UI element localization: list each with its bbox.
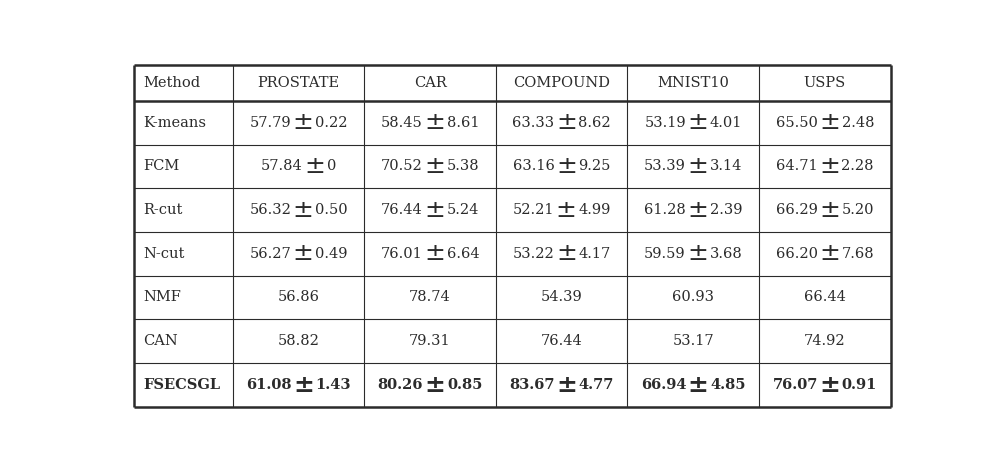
Text: 2.39: 2.39 <box>710 203 742 217</box>
Text: 61.28: 61.28 <box>644 203 686 217</box>
Text: 66.20: 66.20 <box>776 247 818 261</box>
Text: Method: Method <box>144 76 201 90</box>
Text: K-means: K-means <box>144 116 207 130</box>
Text: PROSTATE: PROSTATE <box>257 76 340 90</box>
Text: 4.77: 4.77 <box>579 378 614 392</box>
Text: ±: ± <box>819 111 840 134</box>
Text: 60.93: 60.93 <box>672 290 714 304</box>
Text: FSECSGL: FSECSGL <box>144 378 221 392</box>
Text: 0: 0 <box>327 159 336 173</box>
Text: 8.62: 8.62 <box>578 116 611 130</box>
Text: 4.99: 4.99 <box>578 203 611 217</box>
Text: 54.39: 54.39 <box>541 290 583 304</box>
Text: 56.86: 56.86 <box>277 290 319 304</box>
Text: 76.44: 76.44 <box>381 203 423 217</box>
Text: 5.24: 5.24 <box>447 203 479 217</box>
Text: ±: ± <box>293 373 314 397</box>
Text: 0.50: 0.50 <box>315 203 348 217</box>
Text: ±: ± <box>819 242 840 265</box>
Text: COMPOUND: COMPOUND <box>513 76 610 90</box>
Text: 53.22: 53.22 <box>513 247 554 261</box>
Text: N-cut: N-cut <box>144 247 185 261</box>
Text: ±: ± <box>304 155 325 178</box>
Text: 83.67: 83.67 <box>509 378 555 392</box>
Text: 2.28: 2.28 <box>841 159 874 173</box>
Text: FCM: FCM <box>144 159 180 173</box>
Text: ±: ± <box>556 155 577 178</box>
Text: USPS: USPS <box>804 76 846 90</box>
Text: 2.48: 2.48 <box>842 116 874 130</box>
Text: 63.16: 63.16 <box>513 159 554 173</box>
Text: 61.08: 61.08 <box>246 378 292 392</box>
Text: 56.32: 56.32 <box>249 203 291 217</box>
Text: 4.17: 4.17 <box>578 247 611 261</box>
Text: 0.91: 0.91 <box>842 378 877 392</box>
Text: 53.19: 53.19 <box>644 116 686 130</box>
Text: 63.33: 63.33 <box>512 116 554 130</box>
Text: CAN: CAN <box>144 334 178 348</box>
Text: 64.71: 64.71 <box>776 159 818 173</box>
Text: 66.44: 66.44 <box>804 290 846 304</box>
Text: CAR: CAR <box>414 76 446 90</box>
Text: 6.64: 6.64 <box>447 247 479 261</box>
Text: 80.26: 80.26 <box>378 378 423 392</box>
Text: ±: ± <box>556 198 577 222</box>
Text: 79.31: 79.31 <box>409 334 451 348</box>
Text: ±: ± <box>688 155 708 178</box>
Text: R-cut: R-cut <box>144 203 183 217</box>
Text: 57.79: 57.79 <box>249 116 291 130</box>
Text: 58.45: 58.45 <box>381 116 423 130</box>
Text: 8.61: 8.61 <box>447 116 479 130</box>
Text: 4.01: 4.01 <box>710 116 742 130</box>
Text: ±: ± <box>819 373 840 397</box>
Text: 66.29: 66.29 <box>776 203 818 217</box>
Text: 5.38: 5.38 <box>447 159 479 173</box>
Text: ±: ± <box>556 373 577 397</box>
Text: 78.74: 78.74 <box>409 290 451 304</box>
Text: 53.17: 53.17 <box>672 334 714 348</box>
Text: ±: ± <box>293 242 314 265</box>
Text: ±: ± <box>293 111 313 134</box>
Text: 7.68: 7.68 <box>842 247 874 261</box>
Text: ±: ± <box>687 198 708 222</box>
Text: ±: ± <box>424 155 445 178</box>
Text: 76.44: 76.44 <box>541 334 583 348</box>
Text: ±: ± <box>424 242 445 265</box>
Text: ±: ± <box>556 111 577 134</box>
Text: ±: ± <box>293 198 314 222</box>
Text: 59.59: 59.59 <box>644 247 686 261</box>
Text: 76.07: 76.07 <box>773 378 818 392</box>
Text: 58.82: 58.82 <box>278 334 319 348</box>
Text: ±: ± <box>687 111 708 134</box>
Text: 0.85: 0.85 <box>447 378 482 392</box>
Text: ±: ± <box>424 198 445 222</box>
Text: ±: ± <box>819 198 840 222</box>
Text: ±: ± <box>425 373 446 397</box>
Text: 74.92: 74.92 <box>804 334 846 348</box>
Text: ±: ± <box>687 242 708 265</box>
Text: 76.01: 76.01 <box>381 247 423 261</box>
Text: ±: ± <box>556 242 577 265</box>
Text: ±: ± <box>424 111 445 134</box>
Text: 57.84: 57.84 <box>261 159 303 173</box>
Text: 3.14: 3.14 <box>710 159 742 173</box>
Text: 1.43: 1.43 <box>315 378 351 392</box>
Text: 0.49: 0.49 <box>315 247 348 261</box>
Text: 0.22: 0.22 <box>315 116 347 130</box>
Text: 70.52: 70.52 <box>381 159 423 173</box>
Text: 56.27: 56.27 <box>249 247 291 261</box>
Text: 5.20: 5.20 <box>842 203 874 217</box>
Text: 3.68: 3.68 <box>710 247 742 261</box>
Text: MNIST10: MNIST10 <box>657 76 729 90</box>
Text: 9.25: 9.25 <box>578 159 611 173</box>
Text: 52.21: 52.21 <box>513 203 554 217</box>
Text: ±: ± <box>819 155 840 178</box>
Text: 65.50: 65.50 <box>776 116 818 130</box>
Text: ±: ± <box>688 373 709 397</box>
Text: NMF: NMF <box>144 290 181 304</box>
Text: 53.39: 53.39 <box>644 159 686 173</box>
Text: 66.94: 66.94 <box>641 378 686 392</box>
Text: 4.85: 4.85 <box>710 378 746 392</box>
